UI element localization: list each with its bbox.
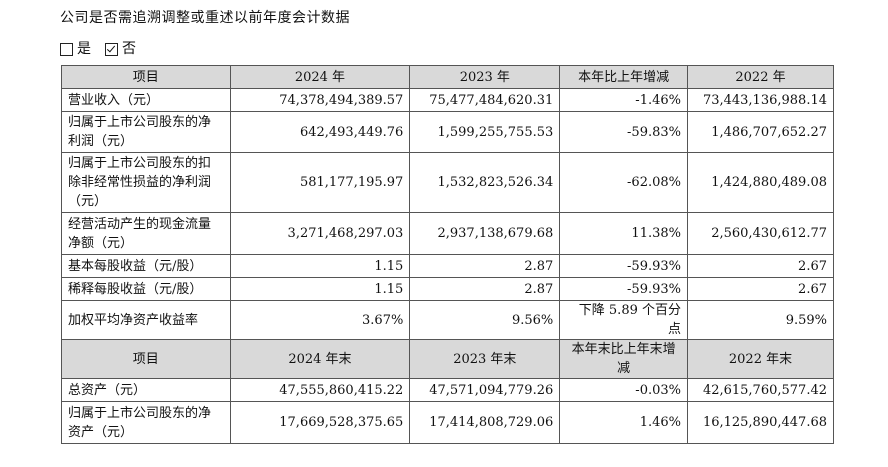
table-header-row: 项目 2024 年末 2023 年末 本年末比上年末增减 2022 年末 [61,339,834,379]
value-cell: 1,486,707,652.27 [687,111,834,153]
header-cell: 2022 年 [687,65,834,89]
value-cell: 2.67 [687,254,834,278]
checkbox-no-checked [105,42,118,56]
value-cell: 1.15 [229,254,411,278]
table-row: 经营活动产生的现金流量净额（元） 3,271,468,297.03 2,937,… [61,212,834,255]
value-cell: 2,937,138,679.68 [409,212,561,255]
choice-yes-label: 是 [77,41,91,57]
checkbox-yes [60,42,73,56]
value-cell: 74,378,494,389.57 [229,88,411,112]
change-cell: -59.93% [559,277,688,301]
change-cell: -59.83% [559,111,688,153]
change-cell: -62.08% [559,152,688,213]
table-row: 稀释每股收益（元/股） 1.15 2.87 -59.93% 2.67 [61,277,834,301]
value-cell: 9.56% [409,300,561,340]
value-cell: 17,669,528,375.65 [229,401,411,444]
value-cell: 2.67 [687,277,834,301]
value-cell: 2.87 [409,277,561,301]
row-label: 归属于上市公司股东的净利润（元） [61,111,231,153]
value-cell: 642,493,449.76 [229,111,411,153]
value-cell: 1,599,255,755.53 [409,111,561,153]
section-heading: 公司是否需追溯调整或重述以前年度会计数据 [60,10,350,26]
table-header-row: 项目 2024 年 2023 年 本年比上年增减 2022 年 [61,65,834,89]
change-cell: 11.38% [559,212,688,255]
value-cell: 2,560,430,612.77 [687,212,834,255]
table-row: 加权平均净资产收益率 3.67% 9.56% 下降 5.89 个百分点 9.59… [61,300,834,340]
value-cell: 1,424,880,489.08 [687,152,834,213]
restatement-choice: 是 否 [60,38,136,58]
choice-no-label: 否 [122,41,136,57]
value-cell: 3.67% [229,300,411,340]
change-cell: 下降 5.89 个百分点 [559,300,688,340]
financial-data-table: 项目 2024 年 2023 年 本年比上年增减 2022 年 营业收入（元） … [61,65,834,444]
change-cell: 1.46% [559,401,688,444]
table-row: 总资产（元） 47,555,860,415.22 47,571,094,779.… [61,378,834,402]
change-cell: -1.46% [559,88,688,112]
table-row: 归属于上市公司股东的扣除非经常性损益的净利润（元） 581,177,195.97… [61,152,834,213]
table-row: 基本每股收益（元/股） 1.15 2.87 -59.93% 2.67 [61,254,834,278]
value-cell: 1.15 [229,277,411,301]
header-cell: 2024 年末 [229,339,411,379]
header-cell: 本年比上年增减 [559,65,688,89]
value-cell: 42,615,760,577.42 [687,378,834,402]
row-label: 加权平均净资产收益率 [61,300,231,340]
value-cell: 17,414,808,729.06 [409,401,561,444]
row-label: 稀释每股收益（元/股） [61,277,231,301]
value-cell: 73,443,136,988.14 [687,88,834,112]
header-cell: 2023 年 [409,65,561,89]
change-cell: -0.03% [559,378,688,402]
value-cell: 16,125,890,447.68 [687,401,834,444]
change-cell: -59.93% [559,254,688,278]
table-row: 归属于上市公司股东的净资产（元） 17,669,528,375.65 17,41… [61,401,834,444]
row-label: 归属于上市公司股东的扣除非经常性损益的净利润（元） [61,152,231,213]
header-cell: 2022 年末 [687,339,834,379]
value-cell: 75,477,484,620.31 [409,88,561,112]
header-cell: 2023 年末 [409,339,561,379]
value-cell: 47,571,094,779.26 [409,378,561,402]
value-cell: 2.87 [409,254,561,278]
row-label: 总资产（元） [61,378,231,402]
table-row: 归属于上市公司股东的净利润（元） 642,493,449.76 1,599,25… [61,111,834,153]
row-label: 基本每股收益（元/股） [61,254,231,278]
header-cell: 2024 年 [229,65,411,89]
row-label: 经营活动产生的现金流量净额（元） [61,212,231,255]
value-cell: 9.59% [687,300,834,340]
value-cell: 581,177,195.97 [229,152,411,213]
table-row: 营业收入（元） 74,378,494,389.57 75,477,484,620… [61,88,834,112]
header-cell: 本年末比上年末增减 [559,339,688,379]
value-cell: 47,555,860,415.22 [229,378,411,402]
header-cell: 项目 [61,339,231,379]
value-cell: 1,532,823,526.34 [409,152,561,213]
header-cell: 项目 [61,65,231,89]
row-label: 营业收入（元） [61,88,231,112]
value-cell: 3,271,468,297.03 [229,212,411,255]
row-label: 归属于上市公司股东的净资产（元） [61,401,231,444]
